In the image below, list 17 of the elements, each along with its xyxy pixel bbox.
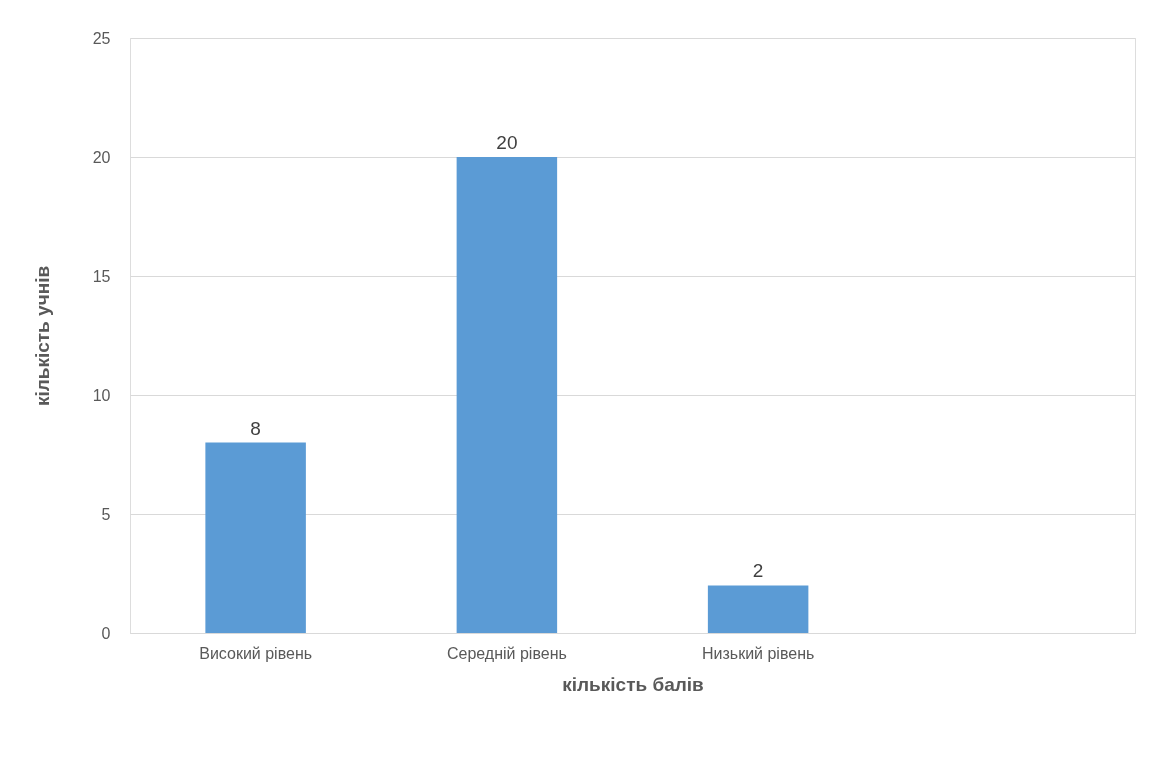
data-label: 2 — [752, 560, 764, 582]
bar — [205, 442, 306, 633]
x-tick-label: Високий рівень — [199, 644, 313, 662]
y-tick-label: 20 — [92, 148, 111, 166]
y-tick-label: 5 — [101, 505, 111, 523]
y-tick-label: 0 — [101, 624, 111, 642]
x-axis-title: кількість балів — [562, 673, 704, 695]
data-label: 8 — [250, 417, 261, 439]
x-tick-label: Середній рівень — [446, 644, 567, 662]
y-tick-label: 10 — [92, 386, 111, 404]
bar — [456, 157, 558, 633]
x-tick-label: Низький рівень — [701, 644, 815, 662]
bar — [707, 585, 809, 633]
y-tick-label: 15 — [92, 267, 111, 285]
y-axis-title: кількість учнів — [31, 265, 53, 407]
y-tick-label: 25 — [92, 29, 111, 47]
data-label: 20 — [496, 132, 518, 153]
